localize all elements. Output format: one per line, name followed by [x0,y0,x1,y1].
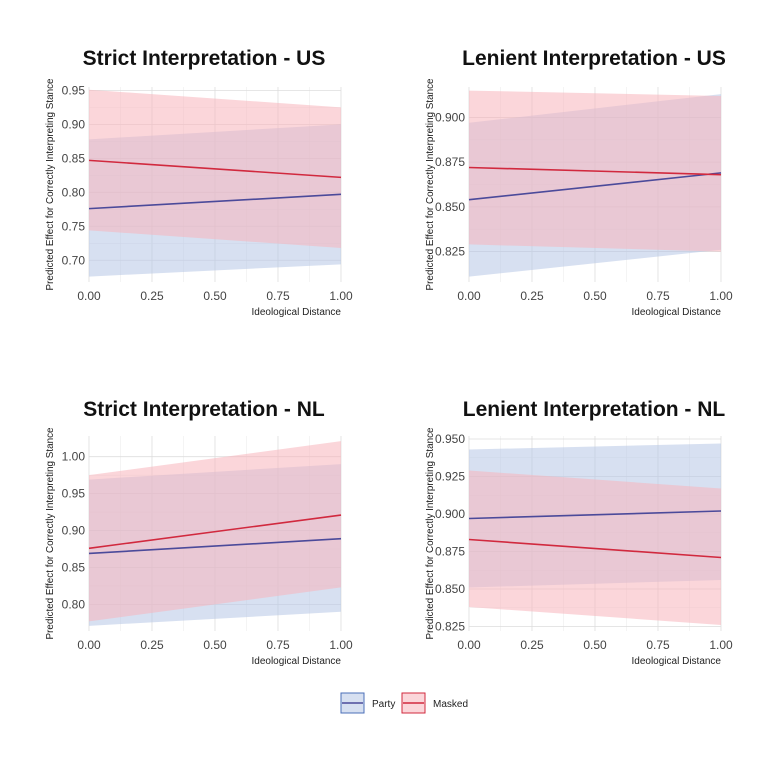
y-axis-label: Predicted Effect for Correctly Interpret… [425,427,436,639]
line-party [88,193,342,210]
y-tick-label: 0.825 [435,245,465,259]
x-tick-label: 0.25 [140,289,164,303]
x-tick-label: 0.75 [646,638,670,652]
x-tick-label: 0.75 [266,289,290,303]
chart-panel-4: 0.00 0.25 0.50 0.75 1.00 0.825 0.850 0.875 0.900… [425,398,733,667]
legend: Party Masked [340,692,468,714]
x-tick-label: 0.50 [583,638,607,652]
x-tick-label: 1.00 [329,638,353,652]
chart-panel-2: 0.00 0.25 0.50 0.75 1.00 0.825 0.850 0.875 0.900… [425,47,733,318]
legend-key-party [340,692,365,714]
y-tick-label: 0.90 [62,117,86,131]
x-tick-label: 0.50 [203,638,227,652]
y-tick-label: 0.90 [62,524,86,538]
y-axis-label: Predicted Effect for Correctly Interpret… [425,78,436,290]
y-tick-label: 0.95 [62,83,86,97]
line-masked [468,166,722,176]
y-tick-label: 0.850 [435,200,465,214]
panels: 0.00 0.25 0.50 0.75 1.00 0.70 0.75 0.80 0.85 0.90… [45,47,733,667]
y-tick-label: 0.80 [62,597,86,611]
legend-label: Masked [433,699,468,710]
y-tick-label: 0.925 [435,470,465,484]
y-axis-label: Predicted Effect for Correctly Interpret… [45,427,56,639]
y-tick-label: 1.00 [62,450,86,464]
x-tick-label: 1.00 [329,289,353,303]
y-tick-label: 0.70 [62,253,86,267]
y-tick-label: 0.95 [62,487,86,501]
x-tick-label: 0.00 [77,638,101,652]
x-tick-label: 0.75 [646,289,670,303]
line-party [88,537,342,555]
x-tick-label: 0.50 [583,289,607,303]
y-tick-label: 0.875 [435,155,465,169]
panel-title: Strict Interpretation - NL [83,398,325,421]
legend-key-masked [401,692,426,714]
x-axis-label: Ideological Distance [632,307,722,318]
y-axis-label: Predicted Effect for Correctly Interpret… [45,78,56,290]
y-tick-label: 0.85 [62,151,86,165]
chart-panel-3: 0.00 0.25 0.50 0.75 1.00 0.80 0.85 0.90 0.95 1.00… [45,398,353,667]
panel-title: Strict Interpretation - US [83,47,326,70]
y-tick-label: 0.850 [435,582,465,596]
y-tick-label: 0.875 [435,545,465,559]
line-masked [468,538,722,559]
y-tick-label: 0.825 [435,620,465,634]
y-tick-label: 0.900 [435,110,465,124]
x-tick-label: 0.00 [457,289,481,303]
x-tick-label: 0.25 [140,638,164,652]
x-axis-label: Ideological Distance [252,656,342,667]
y-tick-label: 0.80 [62,185,86,199]
x-tick-label: 0.25 [520,289,544,303]
legend-label: Party [372,699,395,710]
line-party [468,172,722,201]
x-axis-label: Ideological Distance [632,656,722,667]
x-tick-label: 0.00 [457,638,481,652]
y-tick-label: 0.85 [62,560,86,574]
line-masked [88,514,342,550]
x-tick-label: 0.75 [266,638,290,652]
x-tick-label: 0.00 [77,289,101,303]
line-party [468,510,722,520]
y-tick-label: 0.75 [62,219,86,233]
x-tick-label: 0.25 [520,638,544,652]
y-tick-label: 0.950 [435,432,465,446]
x-tick-label: 1.00 [709,638,733,652]
panel-title: Lenient Interpretation - US [462,47,726,70]
chart-panel-1: 0.00 0.25 0.50 0.75 1.00 0.70 0.75 0.80 0.85 0.90… [45,47,353,318]
line-masked [88,159,342,179]
panel-title: Lenient Interpretation - NL [463,398,726,421]
x-axis-label: Ideological Distance [252,307,342,318]
x-tick-label: 0.50 [203,289,227,303]
y-tick-label: 0.900 [435,507,465,521]
x-tick-label: 1.00 [709,289,733,303]
